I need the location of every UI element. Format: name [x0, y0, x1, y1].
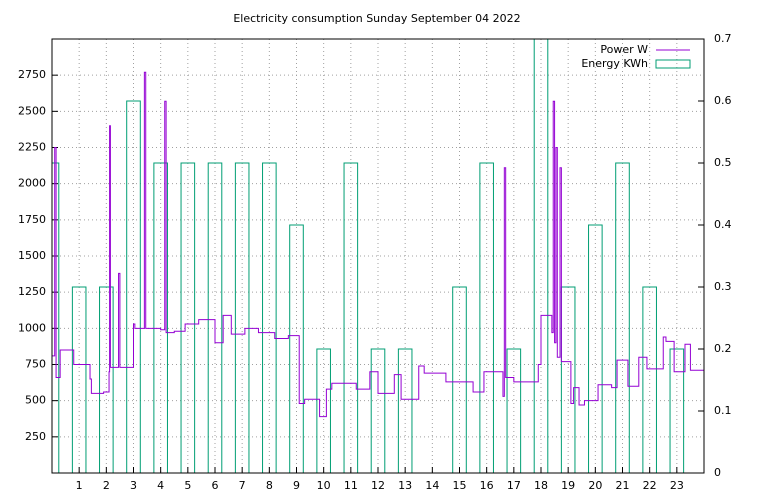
- x-tick-label: 6: [212, 479, 219, 492]
- x-tick-label: 9: [293, 479, 300, 492]
- energy-box: [99, 286, 114, 473]
- x-tick-label: 13: [398, 479, 412, 492]
- x-tick-label: 15: [453, 479, 467, 492]
- x-tick-label: 17: [507, 479, 521, 492]
- energy-box: [52, 162, 60, 473]
- y2-tick-label: 0.5: [714, 156, 732, 169]
- x-tick-label: 12: [371, 479, 385, 492]
- plot-area: [52, 39, 704, 473]
- energy-box: [642, 286, 657, 473]
- x-tick-label: 19: [561, 479, 575, 492]
- x-tick-label: 7: [239, 479, 246, 492]
- y-tick-label: 2250: [18, 141, 46, 154]
- y-tick-label: 1000: [18, 321, 46, 334]
- x-tick-label: 8: [266, 479, 273, 492]
- plot-frame: [51, 38, 705, 474]
- energy-box: [588, 224, 603, 473]
- x-tick-label: 2: [103, 479, 110, 492]
- x-tick-label: 4: [157, 479, 164, 492]
- energy-box: [207, 162, 223, 473]
- y2-tick-label: 0.3: [714, 280, 732, 293]
- y2-tick-label: 0.1: [714, 404, 732, 417]
- y-tick-label: 1750: [18, 213, 46, 226]
- x-tick-label: 3: [130, 479, 137, 492]
- energy-box: [370, 348, 386, 473]
- y-tick-label: 2750: [18, 68, 46, 81]
- x-tick-label: 1: [76, 479, 83, 492]
- energy-box: [289, 224, 304, 473]
- energy-box: [234, 162, 250, 473]
- x-tick-label: 14: [425, 479, 439, 492]
- x-tick-label: 20: [588, 479, 602, 492]
- energy-box: [262, 162, 277, 473]
- legend-label: Energy KWh: [581, 57, 648, 70]
- x-tick-label: 16: [480, 479, 494, 492]
- y-tick-label: 2500: [18, 104, 46, 117]
- x-tick-label: 21: [616, 479, 630, 492]
- y-tick-label: 2000: [18, 177, 46, 190]
- y-tick-label: 750: [25, 358, 46, 371]
- energy-box: [533, 39, 549, 473]
- y-tick-label: 250: [25, 430, 46, 443]
- x-tick-label: 11: [344, 479, 358, 492]
- energy-box: [316, 348, 331, 473]
- x-tick-label: 18: [534, 479, 548, 492]
- y2-tick-label: 0.7: [714, 32, 732, 45]
- x-tick-label: 5: [184, 479, 191, 492]
- y2-tick-label: 0.2: [714, 342, 732, 355]
- y2-tick-label: 0.4: [714, 218, 732, 231]
- y2-tick-label: 0: [714, 466, 721, 479]
- energy-box: [560, 286, 576, 473]
- x-tick-label: 22: [643, 479, 657, 492]
- energy-box: [669, 348, 685, 473]
- y2-tick-label: 0.6: [714, 94, 732, 107]
- power-line: [52, 71, 704, 418]
- x-tick-label: 10: [317, 479, 331, 492]
- chart-title: Electricity consumption Sunday September…: [233, 12, 520, 25]
- x-tick-label: 23: [670, 479, 684, 492]
- energy-box: [479, 162, 494, 473]
- energy-box: [615, 162, 630, 473]
- energy-box: [153, 162, 168, 473]
- energy-box: [452, 286, 467, 473]
- energy-box: [71, 286, 87, 473]
- energy-box: [343, 162, 359, 473]
- energy-box: [506, 348, 522, 473]
- energy-box: [126, 100, 141, 473]
- y-tick-label: 1250: [18, 285, 46, 298]
- energy-box: [397, 348, 413, 473]
- y-tick-label: 500: [25, 394, 46, 407]
- legend-swatch: [655, 59, 691, 69]
- energy-box: [180, 162, 196, 473]
- legend-label: Power W: [600, 43, 648, 56]
- y-tick-label: 1500: [18, 249, 46, 262]
